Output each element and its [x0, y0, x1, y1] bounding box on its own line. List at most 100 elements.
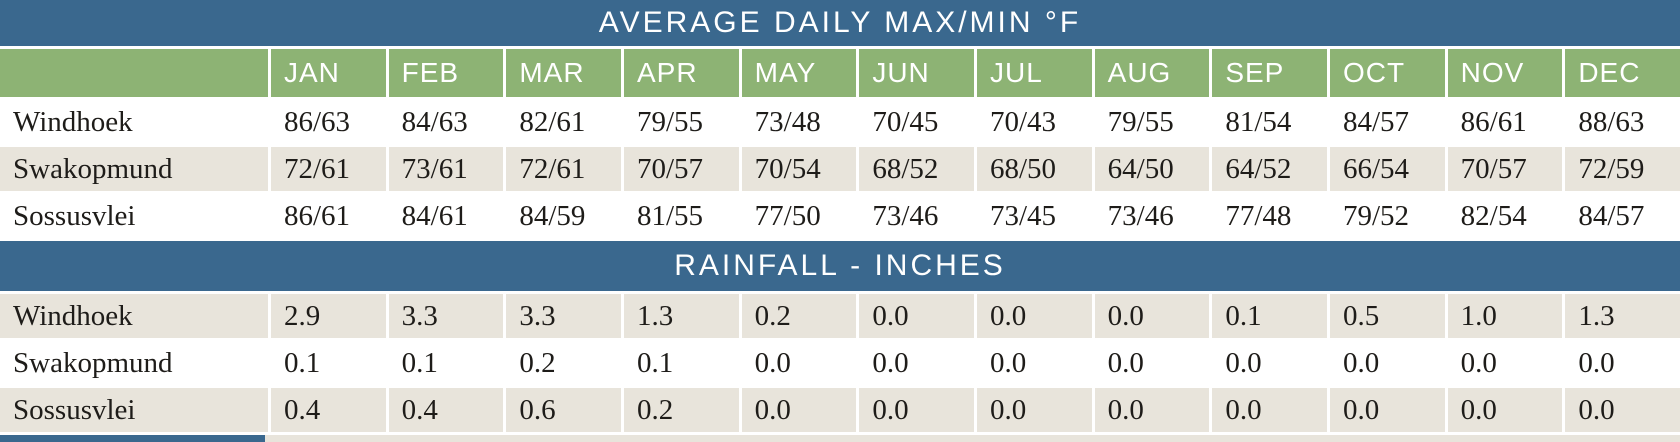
temp-value-cell: 73/61 [388, 147, 504, 191]
temp-value-cell: 73/46 [1094, 194, 1210, 238]
month-header-jun: JUN [859, 49, 974, 97]
table-row-temp-swakopmund: Swakopmund 72/61 73/61 72/61 70/57 70/54 68/52… [0, 147, 1680, 191]
temp-value-cell: 68/52 [859, 147, 974, 191]
rainfall-title: RAINFALL - INCHES [674, 249, 1006, 282]
rain-value-cell: 0.1 [271, 341, 386, 385]
month-header-dec: DEC [1565, 49, 1680, 97]
temp-value-cell: 82/61 [506, 100, 621, 144]
temp-value-cell: 82/54 [1447, 194, 1563, 238]
temp-value-cell: 86/63 [271, 100, 386, 144]
month-header-jul: JUL [976, 49, 1092, 97]
rainfall-title-bar: RAINFALL - INCHES [0, 241, 1680, 291]
row-label: Sossusvlei [0, 194, 268, 238]
temp-value-cell: 70/43 [976, 100, 1092, 144]
month-header-row: JAN FEB MAR APR MAY JUN JUL AUG SEP OCT NOV DEC [0, 49, 1680, 97]
month-header-nov: NOV [1447, 49, 1563, 97]
rain-value-cell: 0.0 [859, 341, 974, 385]
row-label: Swakopmund [0, 147, 268, 191]
temp-value-cell: 64/52 [1212, 147, 1327, 191]
temp-value-cell: 79/55 [623, 100, 739, 144]
rain-value-cell: 0.0 [976, 388, 1092, 432]
temp-value-cell: 88/63 [1565, 100, 1680, 144]
rain-value-cell: 0.0 [976, 294, 1092, 338]
rain-value-cell: 0.0 [741, 388, 857, 432]
rain-value-cell: 0.1 [623, 341, 739, 385]
rain-value-cell: 0.2 [506, 341, 621, 385]
rain-value-cell: 0.0 [1565, 341, 1680, 385]
temperature-title: AVERAGE DAILY MAX/MIN °F [598, 6, 1082, 39]
temp-value-cell: 77/48 [1212, 194, 1327, 238]
temp-value-cell: 77/50 [741, 194, 857, 238]
bottom-strip [0, 435, 1680, 442]
temp-value-cell: 84/57 [1329, 100, 1445, 144]
rain-value-cell: 0.0 [976, 341, 1092, 385]
rain-value-cell: 0.0 [741, 341, 857, 385]
rain-value-cell: 0.0 [1094, 388, 1210, 432]
temp-value-cell: 70/45 [859, 100, 974, 144]
rain-value-cell: 0.0 [1329, 388, 1445, 432]
month-header-apr: APR [623, 49, 739, 97]
temp-value-cell: 84/59 [506, 194, 621, 238]
temp-value-cell: 72/61 [506, 147, 621, 191]
rain-value-cell: 0.0 [1329, 341, 1445, 385]
next-section-bar [0, 435, 265, 442]
rain-value-cell: 0.4 [271, 388, 386, 432]
row-label: Sossusvlei [0, 388, 268, 432]
month-header-mar: MAR [506, 49, 621, 97]
temp-value-cell: 72/59 [1565, 147, 1680, 191]
temp-value-cell: 73/46 [859, 194, 974, 238]
rain-value-cell: 0.0 [859, 388, 974, 432]
temp-value-cell: 84/57 [1565, 194, 1680, 238]
rain-value-cell: 1.0 [1447, 294, 1563, 338]
rain-value-cell: 0.0 [1447, 341, 1563, 385]
temp-value-cell: 72/61 [271, 147, 386, 191]
temp-value-cell: 70/57 [623, 147, 739, 191]
rain-value-cell: 0.5 [1329, 294, 1445, 338]
rain-value-cell: 0.2 [741, 294, 857, 338]
table-row-rain-sossusvlei: Sossusvlei 0.4 0.4 0.6 0.2 0.0 0.0 0.0 0.0 0.0 0.0… [0, 388, 1680, 432]
table-row-temp-windhoek: Windhoek 86/63 84/63 82/61 79/55 73/48 70/45 70… [0, 100, 1680, 144]
rain-value-cell: 0.0 [1212, 341, 1327, 385]
rain-value-cell: 0.0 [1094, 294, 1210, 338]
temp-value-cell: 68/50 [976, 147, 1092, 191]
temp-value-cell: 84/63 [388, 100, 504, 144]
temp-value-cell: 81/54 [1212, 100, 1327, 144]
month-header-sep: SEP [1212, 49, 1327, 97]
temp-value-cell: 66/54 [1329, 147, 1445, 191]
temp-value-cell: 73/45 [976, 194, 1092, 238]
temp-value-cell: 70/57 [1447, 147, 1563, 191]
month-header-feb: FEB [388, 49, 504, 97]
rain-value-cell: 0.6 [506, 388, 621, 432]
temp-value-cell: 70/54 [741, 147, 857, 191]
table-row-rain-swakopmund: Swakopmund 0.1 0.1 0.2 0.1 0.0 0.0 0.0 0.0 0.0 0.0… [0, 341, 1680, 385]
temperature-rows-group: Windhoek 86/63 84/63 82/61 79/55 73/48 70/45 70… [0, 100, 1680, 238]
temp-value-cell: 73/48 [741, 100, 857, 144]
rain-value-cell: 0.0 [1212, 388, 1327, 432]
rain-value-cell: 0.1 [388, 341, 504, 385]
temperature-title-bar: AVERAGE DAILY MAX/MIN °F [0, 0, 1680, 46]
table-row-rain-windhoek: Windhoek 2.9 3.3 3.3 1.3 0.2 0.0 0.0 0.0 0.1 0.5 1.… [0, 294, 1680, 338]
rain-value-cell: 1.3 [623, 294, 739, 338]
rain-value-cell: 3.3 [506, 294, 621, 338]
rain-value-cell: 0.0 [1447, 388, 1563, 432]
rainfall-rows-group: Windhoek 2.9 3.3 3.3 1.3 0.2 0.0 0.0 0.0 0.1 0.5 1.… [0, 294, 1680, 432]
rain-value-cell: 1.3 [1565, 294, 1680, 338]
row-label: Swakopmund [0, 341, 268, 385]
temp-value-cell: 84/61 [388, 194, 504, 238]
month-header-oct: OCT [1329, 49, 1445, 97]
rain-value-cell: 2.9 [271, 294, 386, 338]
rain-value-cell: 0.0 [1565, 388, 1680, 432]
table-row-temp-sossusvlei: Sossusvlei 86/61 84/61 84/59 81/55 77/50 73/46… [0, 194, 1680, 238]
month-header-jan: JAN [271, 49, 386, 97]
temp-value-cell: 79/55 [1094, 100, 1210, 144]
temp-value-cell: 81/55 [623, 194, 739, 238]
temp-value-cell: 86/61 [271, 194, 386, 238]
rain-value-cell: 0.0 [1094, 341, 1210, 385]
rain-value-cell: 3.3 [388, 294, 504, 338]
month-header-spacer [0, 49, 268, 97]
rain-value-cell: 0.4 [388, 388, 504, 432]
month-header-may: MAY [741, 49, 857, 97]
rain-value-cell: 0.1 [1212, 294, 1327, 338]
temp-value-cell: 86/61 [1447, 100, 1563, 144]
